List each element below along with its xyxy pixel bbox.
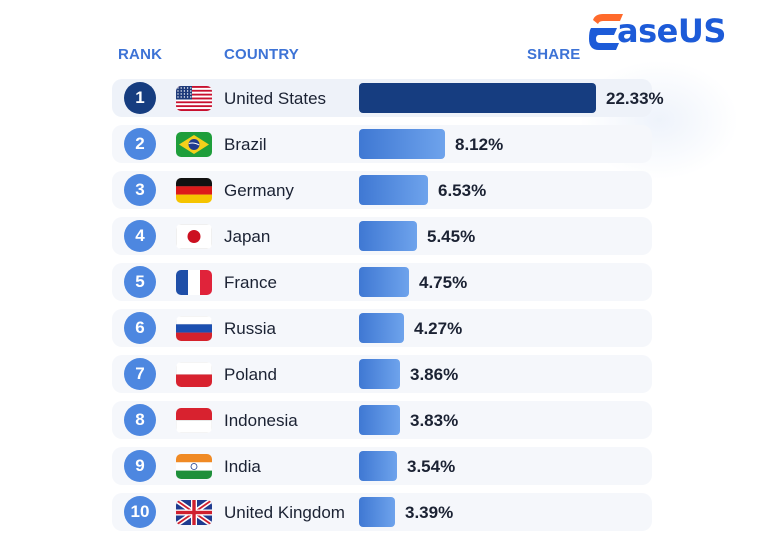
rank-badge: 10: [124, 496, 156, 528]
rank-badge: 8: [124, 404, 156, 436]
france-flag-icon: [176, 270, 212, 295]
bar: [359, 359, 400, 389]
brazil-flag-icon: [176, 132, 212, 157]
rank-badge: 1: [124, 82, 156, 114]
value-label: 3.86%: [410, 365, 459, 384]
value-label: 3.54%: [407, 457, 456, 476]
value-label: 8.12%: [455, 135, 504, 154]
value-label: 6.53%: [438, 181, 487, 200]
country-label: Poland: [224, 365, 277, 384]
bar: [359, 83, 596, 113]
bar: [359, 129, 445, 159]
poland-flag-icon: [176, 362, 212, 387]
value-label: 4.27%: [414, 319, 463, 338]
value-label: 5.45%: [427, 227, 476, 246]
country-header: COUNTRY: [224, 46, 300, 63]
country-label: United Kingdom: [224, 503, 345, 522]
share-header: SHARE: [527, 46, 581, 63]
rank-badge: 5: [124, 266, 156, 298]
bar: [359, 175, 428, 205]
rank-badge: 4: [124, 220, 156, 252]
bar: [359, 221, 417, 251]
chart-row: 8 Indonesia 3.83%: [112, 401, 652, 439]
country-label: India: [224, 457, 261, 476]
easeus-logo-text: aseUS: [617, 12, 726, 50]
country-label: France: [224, 273, 277, 292]
chart-row: 2 Brazil 8.12%: [112, 125, 652, 163]
rank-badge: 6: [124, 312, 156, 344]
germany-flag-icon: [176, 178, 212, 203]
chart-row: 7 Poland 3.86%: [112, 355, 652, 393]
russia-flag-icon: [176, 316, 212, 341]
country-label: Germany: [224, 181, 294, 200]
chart-row: 4 Japan 5.45%: [112, 217, 652, 255]
rank-header: RANK: [118, 46, 163, 63]
bar: [359, 313, 404, 343]
uk-flag-icon: [176, 500, 212, 525]
country-label: United States: [224, 89, 327, 108]
chart-row: 3 Germany 6.53%: [112, 171, 652, 209]
country-label: Japan: [224, 227, 271, 246]
japan-flag-icon: [176, 224, 212, 249]
bar: [359, 497, 395, 527]
column-headers: RANK COUNTRY SHARE: [0, 46, 759, 66]
value-label: 4.75%: [419, 273, 468, 292]
value-label: 3.83%: [410, 411, 459, 430]
chart-row: 5 France 4.75%: [112, 263, 652, 301]
chart-row: 10 United Kingdom 3.39%: [112, 493, 652, 531]
chart-row: 6 Russia 4.27%: [112, 309, 652, 347]
rank-badge: 2: [124, 128, 156, 160]
easeus-logo-icon: [589, 14, 623, 50]
bar: [359, 405, 400, 435]
bar: [359, 267, 409, 297]
rank-badge: 9: [124, 450, 156, 482]
value-label: 3.39%: [405, 503, 454, 522]
country-label: Russia: [224, 319, 276, 338]
rank-badge: 7: [124, 358, 156, 390]
us-flag-icon: [176, 86, 212, 111]
bar: [359, 451, 397, 481]
chart-row: 1 United States 22.33%: [112, 79, 664, 117]
country-label: Brazil: [224, 135, 267, 154]
country-label: Indonesia: [224, 411, 298, 430]
easeus-logo: aseUS: [587, 8, 747, 56]
rank-badge: 3: [124, 174, 156, 206]
value-label: 22.33%: [606, 89, 664, 108]
chart-row: 9 India 3.54%: [112, 447, 652, 485]
india-flag-icon: [176, 454, 212, 479]
indonesia-flag-icon: [176, 408, 212, 433]
